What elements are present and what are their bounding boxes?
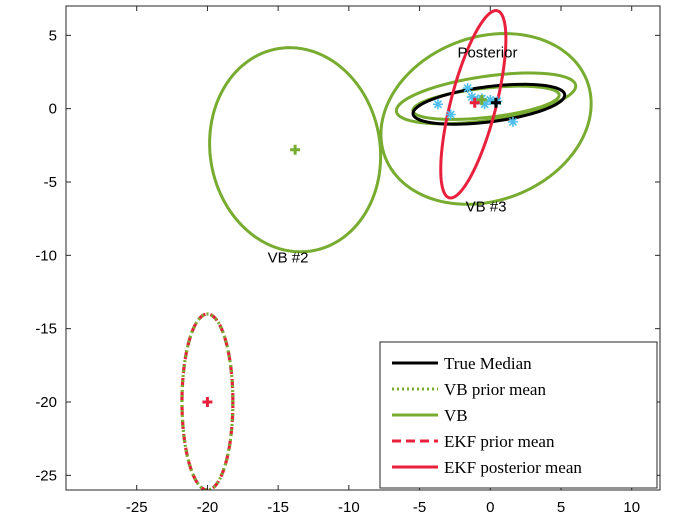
- true-median-marker: [490, 97, 501, 108]
- legend-label: True Median: [444, 354, 532, 373]
- annotation-posterior: Posterior: [457, 44, 517, 61]
- ellipse-vb-2: [208, 46, 383, 254]
- legend: True Median VB prior mean VB EKF prior mean…: [379, 341, 658, 489]
- vb-2-mean-marker: [290, 144, 301, 155]
- x-tick-label: 10: [623, 499, 640, 516]
- y-tick-label: -5: [44, 174, 57, 191]
- sample-point: [507, 116, 518, 127]
- ekf-posterior-mean-marker: [469, 97, 480, 108]
- annotation-layer: Posterior VB #3 VB #2: [268, 44, 518, 266]
- y-tick-label: -10: [35, 247, 57, 264]
- y-tick-label: -25: [35, 467, 57, 484]
- y-tick-label: -15: [35, 321, 57, 338]
- legend-label: EKF posterior mean: [444, 458, 582, 477]
- ellipse-ekf-prior: [180, 312, 235, 490]
- x-tick-label: -15: [267, 499, 289, 516]
- mean-marker-layer: [202, 94, 501, 407]
- x-tick-label: 5: [557, 499, 565, 516]
- x-tick-label: 0: [486, 499, 494, 516]
- ellipse-vb-3-outer: [379, 32, 593, 206]
- sample-point: [485, 94, 496, 105]
- y-tick-label: -20: [35, 394, 57, 411]
- vb-3-mean-marker: [476, 94, 487, 105]
- plot-frame: [65, 5, 661, 491]
- x-tick-label: -25: [126, 499, 148, 516]
- annotation-vb-3: VB #3: [466, 198, 507, 215]
- sample-point: [445, 109, 456, 120]
- x-tick-label: -20: [197, 499, 219, 516]
- annotation-vb-2: VB #2: [268, 250, 309, 267]
- sample-point: [479, 99, 490, 110]
- ellipse-posterior: [411, 82, 567, 126]
- sample-point: [462, 83, 473, 94]
- legend-label: VB: [444, 406, 468, 425]
- prior-mean-marker: [202, 397, 213, 407]
- ellipse-ekf-posterior: [439, 9, 508, 200]
- legend-label: VB prior mean: [444, 380, 546, 399]
- y-tick-label: 0: [49, 101, 57, 118]
- ellipse-layer: [180, 9, 593, 490]
- legend-label: EKF prior mean: [444, 432, 555, 451]
- x-tick-label: -10: [338, 499, 360, 516]
- ellipse-vb-3-mid: [394, 71, 578, 126]
- axis-tick-layer: -25 -20 -15 -10 -5 0 5 10 5 0 -5 -10 -15 -20 -25: [35, 6, 660, 516]
- x-tick-label: -5: [413, 499, 426, 516]
- sample-point: [432, 99, 443, 110]
- y-tick-label: 5: [49, 27, 57, 44]
- sample-point: [466, 91, 477, 102]
- ellipse-vb-prior: [180, 312, 235, 490]
